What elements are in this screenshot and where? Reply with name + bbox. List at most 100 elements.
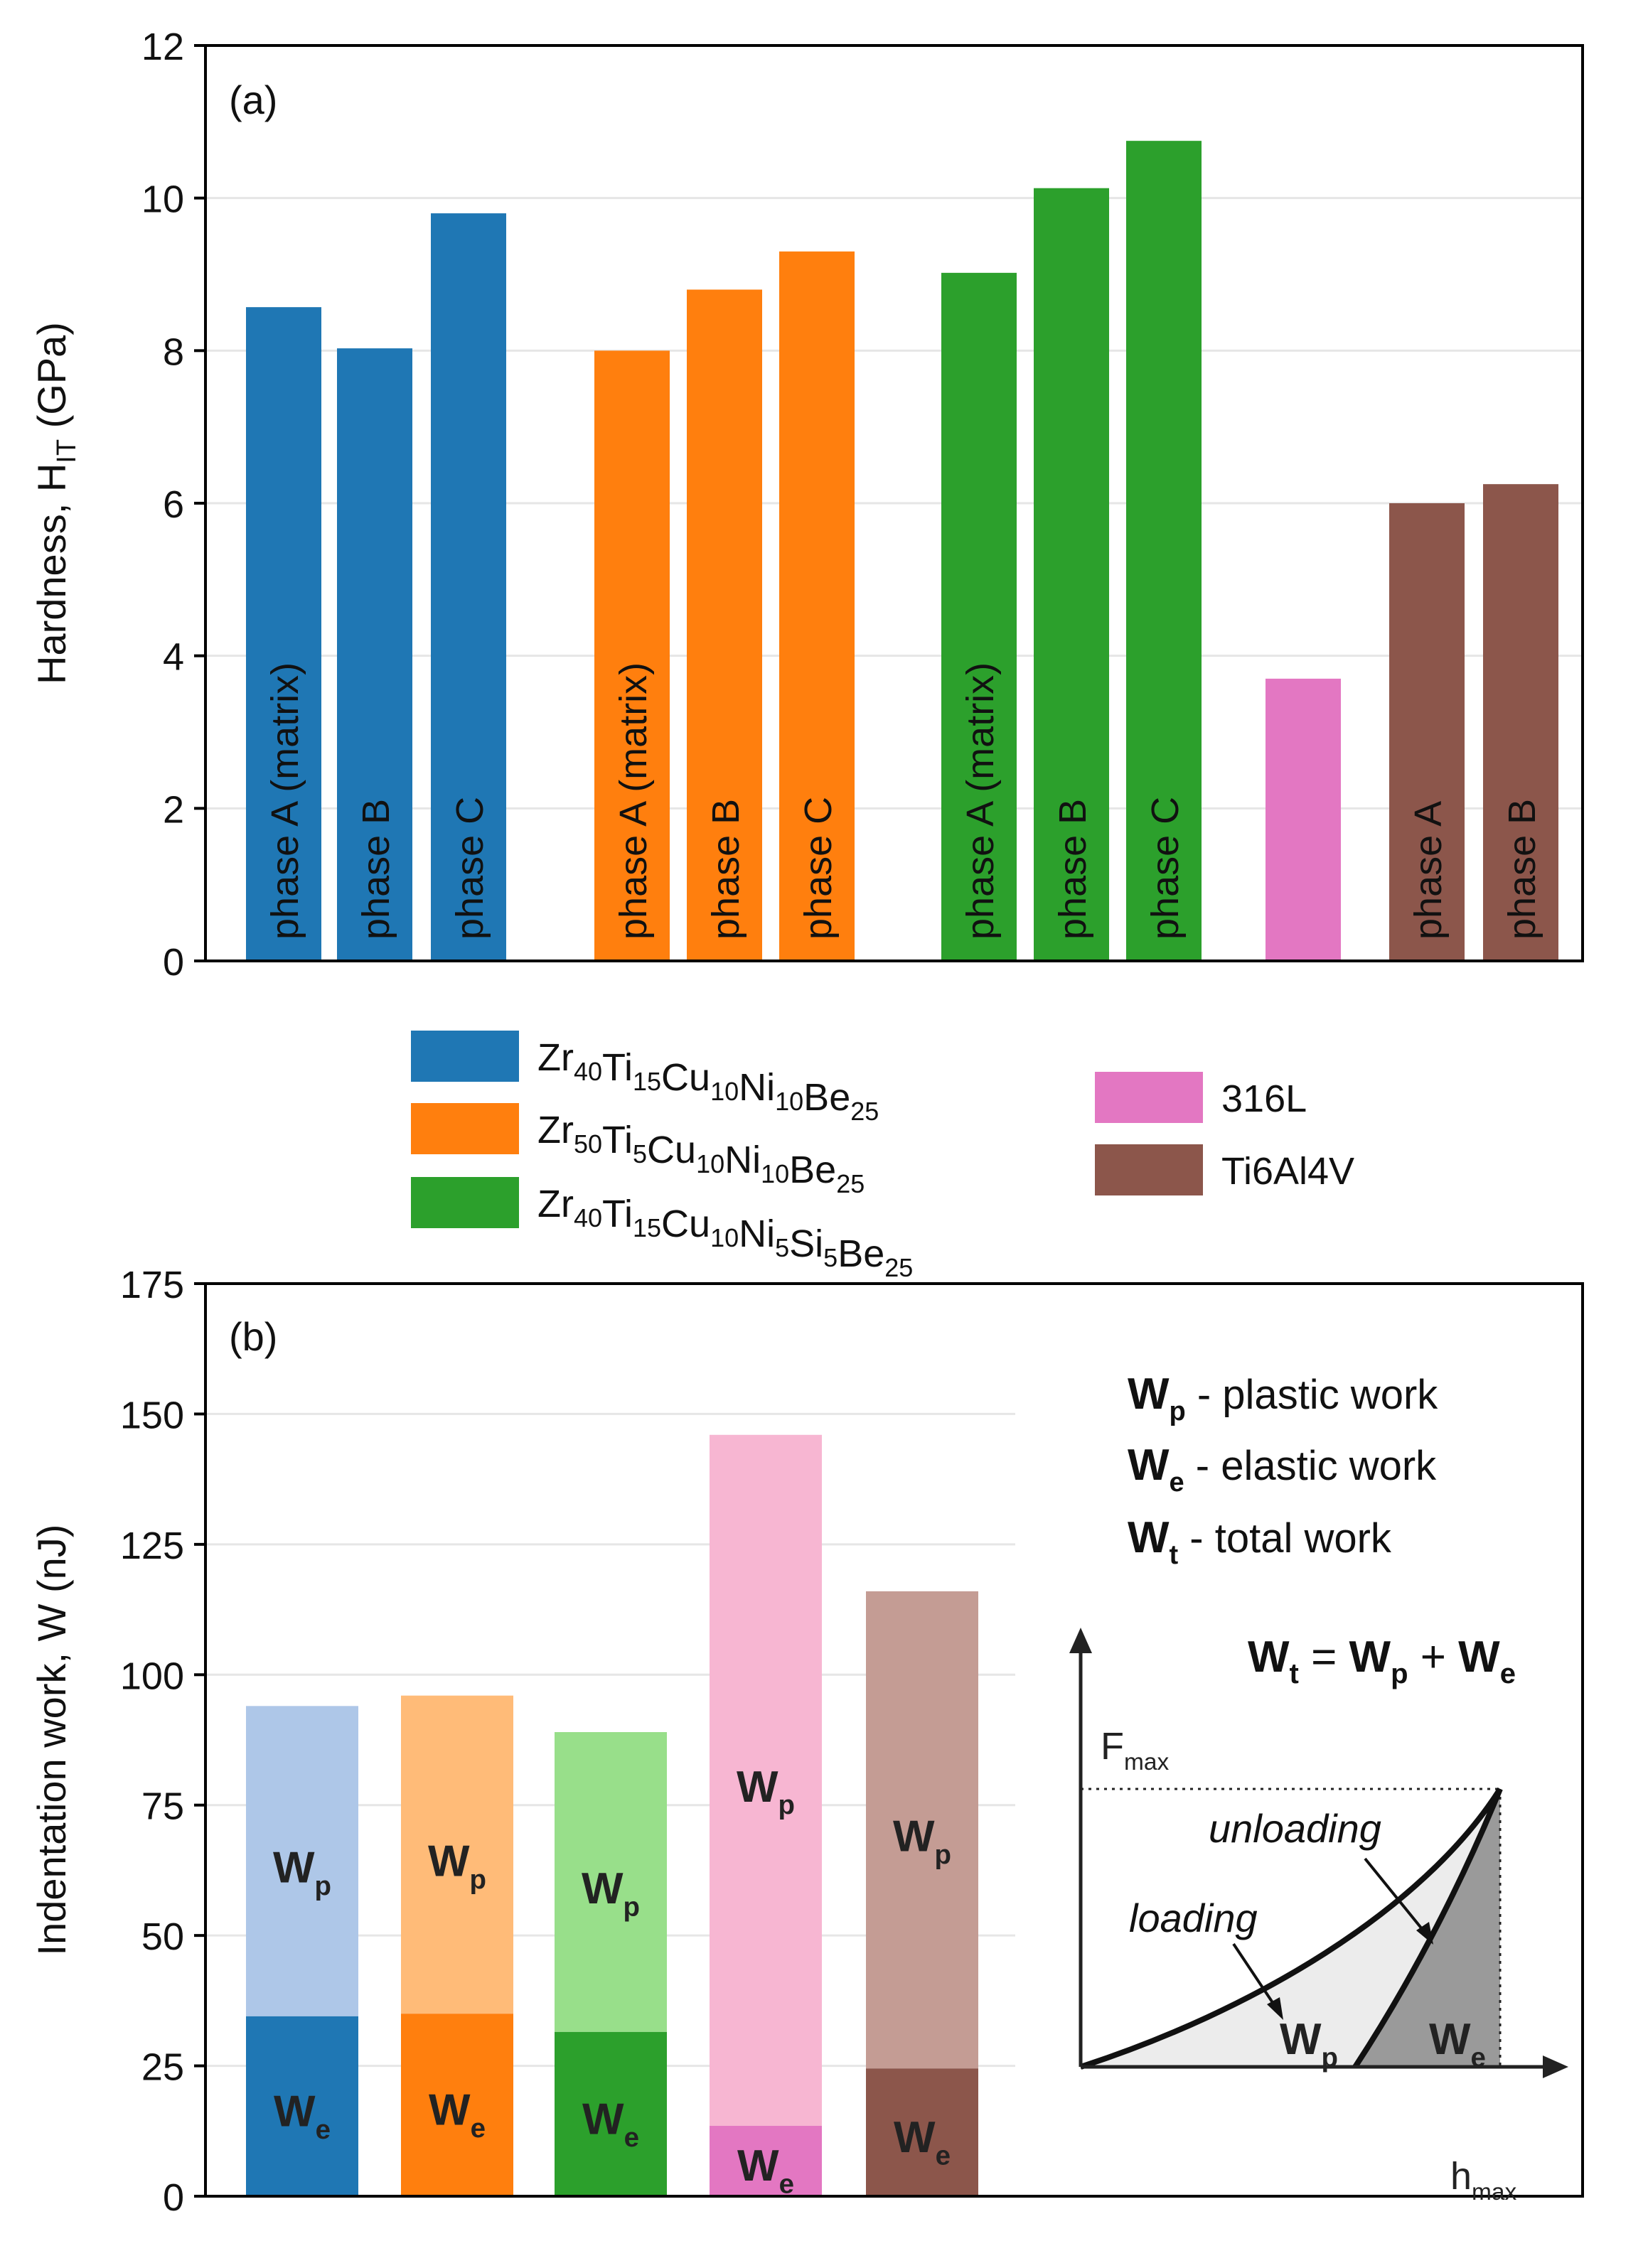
legend-subscript: 40 bbox=[574, 1057, 602, 1086]
legend-element: Be bbox=[838, 1232, 884, 1275]
loading-label: loading bbox=[1129, 1896, 1258, 1940]
wp-bar-label-sub: p bbox=[315, 1871, 331, 1901]
y-tick-label-a: 6 bbox=[163, 483, 184, 526]
wp-bar-label-main: W bbox=[737, 1763, 778, 1812]
y-tick-label-a: 4 bbox=[163, 636, 184, 679]
hardness-bar bbox=[431, 213, 506, 962]
legend-subscript: 5 bbox=[633, 1139, 647, 1168]
hmax-label-main: h bbox=[1450, 2155, 1472, 2198]
legend-element: Zr bbox=[537, 1036, 574, 1079]
wp-bar-label-sub: p bbox=[470, 1864, 486, 1895]
legend-subscript: 10 bbox=[761, 1159, 789, 1188]
legend-subscript: 10 bbox=[710, 1223, 739, 1252]
legend-element: Cu bbox=[647, 1129, 696, 1171]
phase-label: phase A bbox=[1407, 801, 1450, 940]
legend-subscript: 25 bbox=[836, 1169, 865, 1198]
legend-element: Ni bbox=[739, 1066, 775, 1109]
wp-bar-label-main: W bbox=[893, 1812, 935, 1861]
hmax-label-sub: max bbox=[1472, 2179, 1516, 2205]
legend-swatch bbox=[411, 1031, 519, 1082]
we-bar-label-sub: e bbox=[936, 2140, 951, 2171]
legend-label: Zr40Ti15Cu10Ni5Si5Be25 bbox=[537, 1183, 913, 1282]
eq-equals: = bbox=[1299, 1633, 1349, 1682]
hardness-bar bbox=[1266, 678, 1341, 961]
y-tick-label-b: 75 bbox=[141, 1785, 184, 1828]
legend-swatch bbox=[1095, 1144, 1203, 1195]
phase-label: phase A (matrix) bbox=[264, 662, 306, 940]
we-bar-label: We bbox=[582, 2095, 639, 2152]
loading-pointer-head-icon bbox=[1267, 1997, 1283, 2020]
we-bar-label-sub: e bbox=[471, 2113, 486, 2144]
y-tick-label-b: 175 bbox=[120, 1264, 184, 1306]
work-legend-entry: Wt - total work bbox=[1128, 1513, 1392, 1570]
unloading-curve bbox=[1352, 1788, 1503, 2069]
y-axis-label-a: Hardness, HIT (GPa) bbox=[29, 322, 82, 684]
legend-element: Ti bbox=[602, 1119, 633, 1161]
unloading-label: unloading bbox=[1209, 1806, 1381, 1851]
inset-wp-label: Wp bbox=[1280, 2015, 1338, 2073]
hardness-bar bbox=[687, 289, 762, 961]
hardness-bar bbox=[1483, 484, 1558, 961]
y-axis-label-b: Indentation work, W (nJ) bbox=[29, 1525, 74, 1956]
plot-frame-b bbox=[204, 1282, 1584, 2198]
wp-bar-segment bbox=[710, 1434, 822, 2126]
wp-bar-label-sub: p bbox=[778, 1790, 795, 1820]
legend-element: Ti bbox=[602, 1046, 633, 1089]
hardness-bar bbox=[246, 307, 321, 961]
wp-bar-segment bbox=[866, 1591, 978, 2069]
y-label-unit: (GPa) bbox=[29, 322, 74, 439]
we-bar-segment bbox=[866, 2068, 978, 2196]
work-legend-symbol: W bbox=[1128, 1370, 1170, 1419]
wp-bar-segment bbox=[246, 1706, 358, 2016]
work-legend-desc: - plastic work bbox=[1186, 1372, 1439, 1418]
unloading-pointer-head-icon bbox=[1416, 1922, 1433, 1945]
hmax-label: hmax bbox=[1450, 2155, 1517, 2205]
we-bar-label-main: W bbox=[737, 2141, 779, 2191]
legend-label: Ti6Al4V bbox=[1221, 1150, 1354, 1193]
y-tick-label-b: 0 bbox=[163, 2176, 184, 2219]
y-tick-label-a: 10 bbox=[141, 178, 184, 221]
legend-element: Ti bbox=[602, 1193, 633, 1235]
work-legend-symbol: W bbox=[1128, 1513, 1170, 1562]
y-tick-label-b: 125 bbox=[120, 1525, 184, 1567]
unloading-pointer bbox=[1364, 1857, 1427, 1935]
we-bar-label-sub: e bbox=[316, 2114, 331, 2145]
phase-label: phase C bbox=[797, 797, 840, 940]
fmax-label: Fmax bbox=[1101, 1725, 1169, 1775]
loading-curve bbox=[1079, 1787, 1503, 2070]
fmax-label-sub: max bbox=[1124, 1749, 1169, 1775]
panel-a-hardness-chart: phase A (matrix) phase B phase C phase A (m… bbox=[29, 26, 1584, 984]
legend-element: Zr bbox=[537, 1109, 574, 1151]
wp-bar-label-main: W bbox=[582, 1864, 624, 1913]
y-tick-label-a: 0 bbox=[163, 941, 184, 984]
phase-label: phase A (matrix) bbox=[959, 662, 1002, 940]
legend-subscript: 5 bbox=[775, 1233, 789, 1262]
eq-rhs2-main: W bbox=[1458, 1633, 1500, 1682]
legend-swatch bbox=[1095, 1072, 1203, 1123]
inset-wp-label-main: W bbox=[1280, 2015, 1322, 2064]
work-legend-desc: - total work bbox=[1178, 1515, 1392, 1562]
eq-rhs1-main: W bbox=[1349, 1633, 1391, 1682]
work-equation: Wt = Wp + We bbox=[1248, 1633, 1516, 1689]
legend-element: Zr bbox=[537, 1183, 574, 1225]
phase-label: phase B bbox=[705, 799, 747, 940]
inset-x-arrow-icon bbox=[1543, 2055, 1568, 2078]
y-tick-label-b: 25 bbox=[141, 2046, 184, 2089]
legend-element: Si bbox=[789, 1222, 823, 1265]
legend-element: Be bbox=[803, 1076, 850, 1119]
wp-bar-label: Wp bbox=[737, 1763, 795, 1820]
wp-bar-label: Wp bbox=[273, 1844, 331, 1901]
we-bar-label-main: W bbox=[582, 2095, 624, 2144]
hardness-bar bbox=[1126, 141, 1202, 962]
eq-plus: + bbox=[1408, 1633, 1459, 1682]
legend-element: Cu bbox=[661, 1203, 710, 1245]
y-label-sub: IT bbox=[52, 439, 82, 463]
wp-bar-label-main: W bbox=[428, 1837, 470, 1886]
fmax-label-main: F bbox=[1101, 1725, 1124, 1768]
hardness-bar bbox=[941, 272, 1017, 961]
legend-subscript: 25 bbox=[884, 1253, 913, 1282]
wp-bar-label: Wp bbox=[428, 1837, 486, 1894]
inset-we-label: We bbox=[1429, 2015, 1486, 2073]
inset-we-label-sub: e bbox=[1471, 2042, 1486, 2073]
